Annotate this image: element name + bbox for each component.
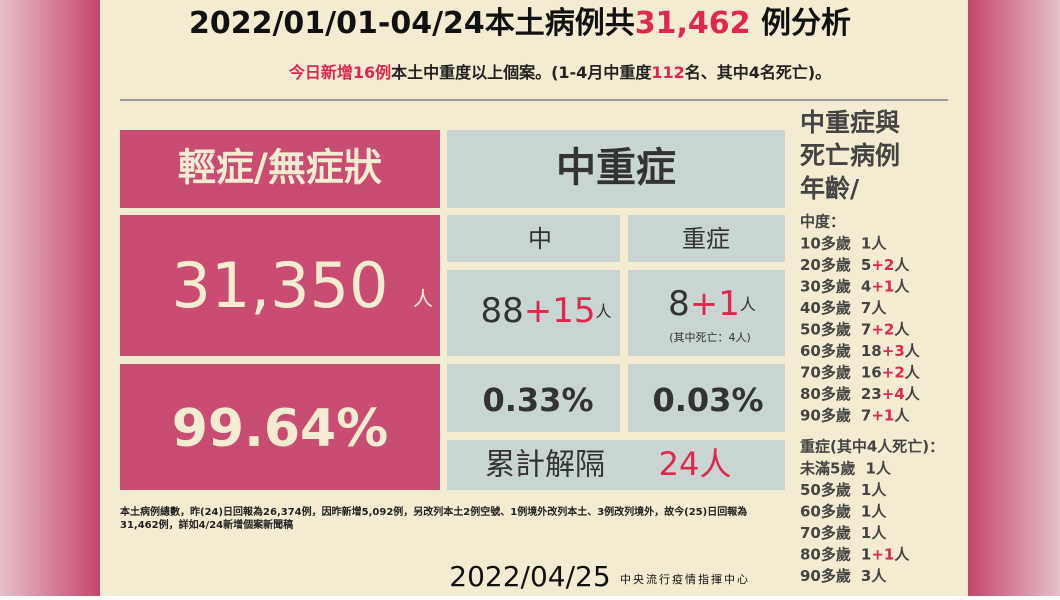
age-row: 60多歲 18+3人 [800, 342, 921, 360]
count: 1 [861, 481, 871, 499]
unit: 人 [871, 502, 887, 520]
age: 90多歲 [800, 406, 851, 424]
count: 7 [861, 299, 871, 317]
age: 80多歲 [800, 545, 851, 563]
age-title: 死亡病例 [800, 141, 900, 170]
mild-unit: 人 [413, 287, 433, 311]
age: 未滿5歲 [799, 459, 855, 477]
count: 1 [861, 545, 871, 563]
count: 23 [861, 385, 882, 403]
age-row: 80多歲 1+1人 [800, 545, 910, 563]
age-row: 70多歲 16+2人 [800, 363, 921, 381]
added: +2 [871, 320, 894, 338]
unit: 人 [871, 234, 887, 252]
count: 18 [861, 342, 882, 360]
age-row: 20多歲 5+2人 [800, 256, 910, 274]
age-row: 60多歲 1人 [800, 502, 887, 520]
unit: 人 [905, 342, 921, 360]
age: 20多歲 [800, 256, 851, 274]
age-row: 40多歲 7人 [800, 299, 887, 317]
unit: 人 [871, 299, 887, 317]
age-row: 70多歲 1人 [800, 524, 887, 542]
age: 80多歲 [800, 385, 851, 403]
title: 2022/01/01-04/24本土病例共31,462 例分析 [189, 6, 851, 41]
severe-boxes [447, 130, 785, 490]
count: 3 [861, 567, 871, 585]
unit: 人 [894, 406, 910, 424]
age: 70多歲 [800, 524, 851, 542]
age-row: 10多歲 1人 [800, 234, 887, 252]
unit: 人 [894, 545, 910, 563]
age: 60多歲 [800, 502, 851, 520]
age-group-label: 重症(其中4人死亡)： [800, 438, 944, 456]
date: 2022/04/25 [449, 560, 610, 593]
age: 70多歲 [800, 363, 851, 381]
age-title: 年齡/ [800, 174, 860, 203]
unit: 人 [876, 459, 892, 477]
unit: 人 [894, 320, 910, 338]
age-group-label: 中度： [800, 213, 845, 231]
mild-boxes [120, 130, 440, 490]
mild-count: 31,350 [172, 249, 389, 322]
age: 50多歲 [800, 320, 851, 338]
released-label: 累計解隔 [485, 448, 605, 483]
count: 16 [861, 363, 882, 381]
added: +3 [882, 342, 905, 360]
age-row: 30多歲 4+1人 [800, 277, 910, 295]
added: +2 [882, 363, 905, 381]
released-count: 24人 [659, 445, 732, 483]
critical-percent: 0.03% [652, 381, 763, 419]
moderate-percent: 0.33% [482, 381, 593, 419]
age-row: 90多歲 3人 [800, 567, 887, 585]
count: 4 [861, 277, 871, 295]
age: 40多歲 [800, 299, 851, 317]
unit: 人 [905, 385, 921, 403]
subtitle: 今日新增16例本土中重度以上個案。(1-4月中重度112名、其中4名死亡)。 [288, 63, 831, 82]
count: 1 [861, 502, 871, 520]
unit: 人 [894, 277, 910, 295]
count: 7 [861, 320, 871, 338]
critical-count: 8+1人 [668, 284, 756, 324]
mild-label: 輕症/無症狀 [178, 146, 382, 190]
bg-left [0, 0, 100, 596]
age: 60多歲 [800, 342, 851, 360]
unit: 人 [871, 524, 887, 542]
added: +1 [871, 277, 894, 295]
critical-label: 重症 [682, 225, 730, 253]
moderate-count: 88+15人 [480, 291, 611, 331]
critical-note: (其中死亡：4人) [669, 330, 751, 344]
age: 30多歲 [800, 277, 851, 295]
mild-percent: 99.64% [172, 399, 389, 459]
unit: 人 [871, 567, 887, 585]
age-title: 中重症與 [800, 108, 900, 137]
age-row: 50多歲 1人 [800, 481, 887, 499]
added: +4 [882, 385, 905, 403]
bg-right [968, 0, 1060, 596]
age: 10多歲 [800, 234, 851, 252]
count: 7 [861, 406, 871, 424]
count: 1 [865, 459, 875, 477]
footnote: 31,462例，詳如4/24新增個案新聞稿 [120, 518, 293, 531]
unit: 人 [894, 256, 910, 274]
age-row: 80多歲 23+4人 [800, 385, 921, 403]
added: +2 [871, 256, 894, 274]
count: 5 [861, 256, 871, 274]
added: +1 [871, 545, 894, 563]
age-row: 90多歲 7+1人 [800, 406, 910, 424]
count: 1 [861, 524, 871, 542]
count: 1 [861, 234, 871, 252]
added: +1 [871, 406, 894, 424]
org: 中央流行疫情指揮中心 [620, 572, 750, 586]
footnote: 本土病例總數，昨(24)日回報為26,374例，因昨新增5,092例，另改列本土… [120, 505, 747, 518]
age-row: 50多歲 7+2人 [800, 320, 910, 338]
unit: 人 [905, 363, 921, 381]
age: 90多歲 [800, 567, 851, 585]
severe-label: 中重症 [556, 145, 676, 191]
age-row: 未滿5歲 1人 [799, 459, 892, 477]
moderate-label: 中 [528, 225, 552, 253]
age: 50多歲 [800, 481, 851, 499]
unit: 人 [871, 481, 887, 499]
